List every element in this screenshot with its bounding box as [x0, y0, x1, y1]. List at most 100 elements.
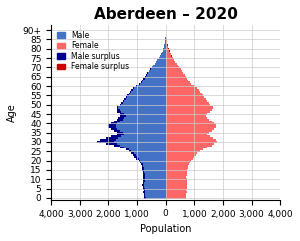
Bar: [142, 186, 144, 188]
Bar: [128, 150, 131, 152]
Bar: [116, 139, 166, 141]
Bar: [166, 135, 210, 137]
Bar: [116, 124, 166, 126]
Bar: [144, 169, 166, 171]
Bar: [166, 178, 187, 180]
Bar: [166, 104, 210, 106]
Bar: [118, 107, 166, 109]
Bar: [165, 42, 166, 44]
Bar: [136, 85, 137, 87]
Bar: [145, 193, 166, 195]
Bar: [166, 52, 170, 54]
Bar: [166, 184, 188, 186]
Bar: [118, 137, 166, 139]
Bar: [124, 117, 166, 119]
Bar: [166, 57, 173, 59]
Bar: [134, 156, 137, 158]
Bar: [144, 189, 145, 191]
Bar: [166, 152, 197, 154]
Bar: [140, 160, 166, 161]
Bar: [164, 44, 166, 46]
Bar: [142, 169, 144, 171]
Bar: [162, 52, 166, 54]
Bar: [166, 67, 179, 68]
Bar: [166, 85, 194, 87]
Bar: [166, 130, 212, 132]
Bar: [166, 54, 171, 55]
Bar: [158, 59, 166, 61]
Bar: [126, 115, 166, 117]
Bar: [166, 63, 177, 65]
Bar: [166, 44, 167, 46]
Bar: [117, 143, 166, 145]
X-axis label: Population: Population: [140, 224, 191, 234]
Bar: [117, 111, 122, 113]
Bar: [166, 161, 190, 163]
Bar: [117, 107, 118, 109]
Bar: [137, 85, 166, 87]
Bar: [139, 160, 140, 161]
Bar: [145, 178, 166, 180]
Bar: [166, 156, 194, 158]
Bar: [97, 141, 114, 143]
Bar: [146, 195, 166, 197]
Bar: [166, 61, 176, 63]
Bar: [140, 161, 141, 163]
Bar: [117, 122, 166, 124]
Bar: [145, 180, 166, 182]
Bar: [166, 106, 213, 107]
Bar: [166, 188, 187, 189]
Bar: [136, 158, 139, 160]
Bar: [143, 163, 166, 165]
Bar: [120, 120, 166, 122]
Bar: [166, 195, 186, 197]
Bar: [166, 55, 172, 57]
Bar: [144, 197, 146, 199]
Bar: [166, 98, 206, 100]
Bar: [140, 81, 142, 83]
Bar: [127, 94, 128, 96]
Bar: [166, 186, 187, 188]
Bar: [145, 176, 166, 178]
Bar: [166, 109, 212, 111]
Bar: [142, 171, 144, 173]
Bar: [166, 126, 216, 128]
Bar: [166, 145, 212, 147]
Bar: [166, 48, 168, 50]
Bar: [131, 152, 134, 154]
Title: Aberdeen – 2020: Aberdeen – 2020: [94, 7, 238, 22]
Bar: [166, 74, 184, 76]
Bar: [145, 78, 166, 80]
Bar: [120, 109, 166, 111]
Bar: [166, 107, 213, 109]
Bar: [109, 126, 116, 128]
Bar: [166, 134, 207, 135]
Bar: [124, 147, 166, 148]
Bar: [166, 120, 212, 122]
Bar: [165, 39, 166, 40]
Bar: [166, 94, 203, 96]
Bar: [127, 96, 166, 98]
Bar: [166, 42, 167, 44]
Bar: [141, 163, 143, 165]
Bar: [166, 83, 191, 85]
Bar: [143, 165, 166, 167]
Bar: [111, 135, 122, 137]
Bar: [146, 197, 166, 199]
Bar: [166, 165, 188, 167]
Bar: [145, 76, 146, 78]
Bar: [139, 158, 166, 160]
Bar: [122, 102, 123, 104]
Bar: [166, 160, 191, 161]
Bar: [145, 188, 166, 189]
Bar: [166, 132, 209, 134]
Bar: [126, 148, 128, 150]
Bar: [166, 72, 184, 74]
Bar: [166, 175, 187, 176]
Bar: [166, 169, 188, 171]
Bar: [168, 48, 169, 50]
Bar: [147, 72, 148, 74]
Bar: [146, 76, 166, 78]
Bar: [166, 137, 213, 139]
Bar: [117, 109, 120, 111]
